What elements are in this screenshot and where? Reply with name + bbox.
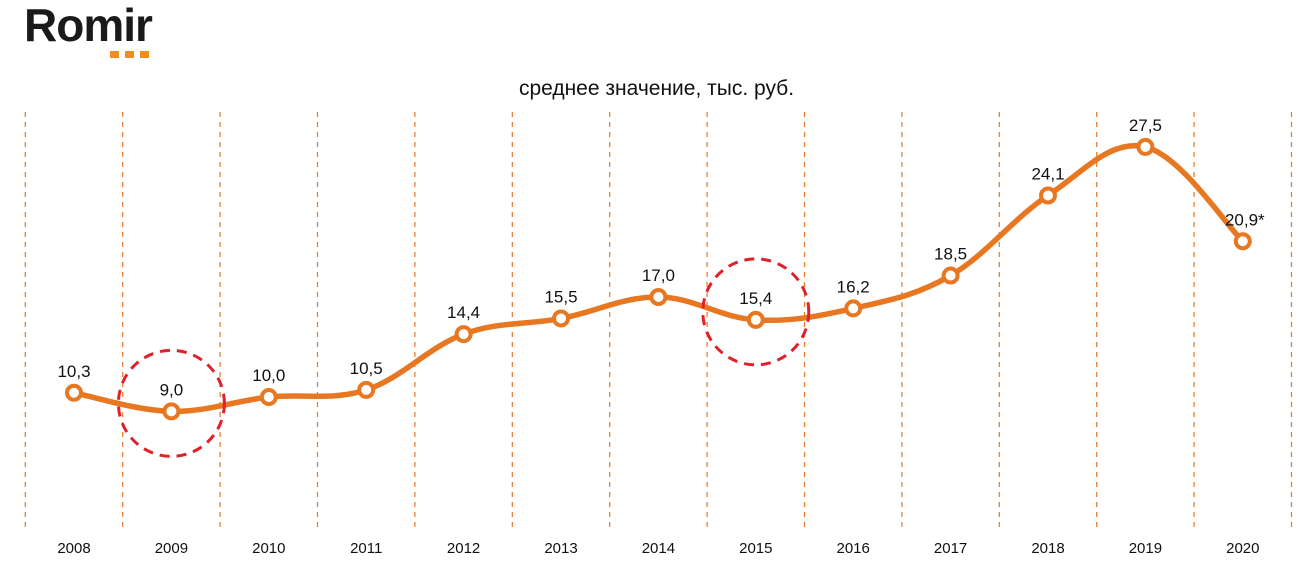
- data-label: 20,9*: [1225, 210, 1265, 229]
- data-label: 14,4: [447, 303, 480, 322]
- data-point: [162, 402, 181, 421]
- data-label: 15,4: [739, 289, 772, 308]
- x-tick-label: 2020: [1226, 540, 1259, 557]
- x-tick-label: 2012: [447, 540, 480, 557]
- x-tick-label: 2013: [544, 540, 577, 557]
- data-label: 10,0: [252, 366, 285, 385]
- data-label: 10,5: [350, 359, 383, 378]
- data-point: [844, 299, 863, 318]
- data-point: [65, 383, 83, 402]
- x-tick-label: 2018: [1031, 540, 1064, 557]
- data-label: 18,5: [934, 245, 967, 264]
- logo-dot: [110, 51, 119, 58]
- x-tick-label: 2017: [934, 540, 967, 557]
- logo-dot: [125, 51, 134, 58]
- data-point: [259, 388, 278, 407]
- data-point: [1233, 232, 1252, 251]
- data-point: [1136, 137, 1155, 156]
- data-point: [649, 288, 668, 306]
- logo-wordmark: Romir: [24, 0, 153, 51]
- x-tick-label: 2015: [739, 540, 772, 557]
- logo-dot: [140, 51, 149, 58]
- data-point: [552, 309, 570, 328]
- data-label: 17,0: [642, 266, 675, 285]
- data-label: 10,3: [57, 362, 90, 381]
- data-point: [1039, 186, 1057, 205]
- data-point: [454, 325, 473, 344]
- data-point: [941, 266, 960, 285]
- data-label: 27,5: [1129, 116, 1162, 135]
- data-label: 15,5: [544, 287, 577, 306]
- data-label: 24,1: [1031, 165, 1064, 184]
- highlight-circle: [116, 348, 226, 458]
- romir-logo: Romir: [24, 0, 194, 60]
- highlight-circle: [701, 257, 811, 367]
- logo-dots: [110, 51, 149, 58]
- x-tick-label: 2014: [642, 540, 675, 557]
- data-point: [357, 380, 376, 399]
- x-tick-label: 2016: [837, 540, 870, 557]
- x-tick-label: 2010: [252, 540, 285, 557]
- data-label: 16,2: [837, 277, 870, 296]
- data-label: 9,0: [160, 380, 184, 399]
- data-point: [746, 310, 765, 329]
- x-tick-label: 2008: [57, 540, 90, 557]
- x-tick-label: 2019: [1129, 540, 1162, 557]
- x-tick-label: 2009: [155, 540, 188, 557]
- chart-title: среднее значение, тыс. руб.: [518, 77, 795, 100]
- x-tick-label: 2011: [350, 540, 382, 557]
